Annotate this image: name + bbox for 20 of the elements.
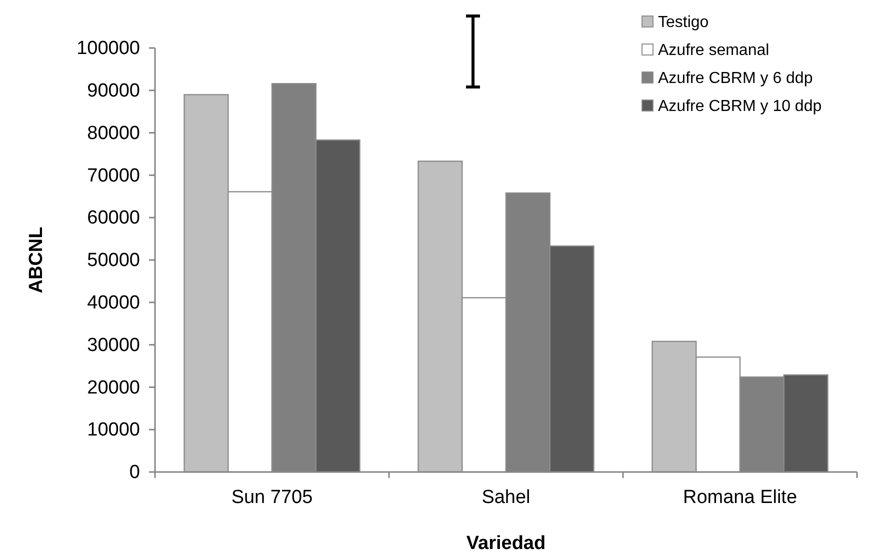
y-tick-label: 10000	[87, 420, 140, 441]
x-axis-title: Variedad	[466, 533, 546, 554]
legend-label: Azufre CBRM y 10 ddp	[658, 98, 822, 115]
y-tick-label: 90000	[87, 80, 140, 102]
y-tick-label: 30000	[87, 334, 140, 356]
y-tick-label: 70000	[87, 165, 140, 186]
legend-label: Testigo	[658, 14, 709, 31]
y-tick-label: 0	[129, 462, 140, 484]
y-tick-label: 40000	[87, 292, 140, 314]
y-tick-label: 50000	[87, 250, 140, 272]
legend-label: Azufre CBRM y 6 ddp	[658, 70, 813, 87]
x-tick-label: Sahel	[482, 487, 530, 508]
y-tick-label: 20000	[87, 377, 140, 398]
y-tick-label: 80000	[87, 122, 140, 144]
y-tick-label: 100000	[76, 38, 140, 60]
legend-label: Azufre semanal	[658, 42, 770, 59]
y-tick-label: 60000	[87, 208, 140, 229]
x-tick-label: Sun 7705	[231, 487, 313, 508]
x-tick-label: Romana Elite	[682, 487, 798, 508]
y-axis-title: ABCNL	[26, 226, 47, 294]
